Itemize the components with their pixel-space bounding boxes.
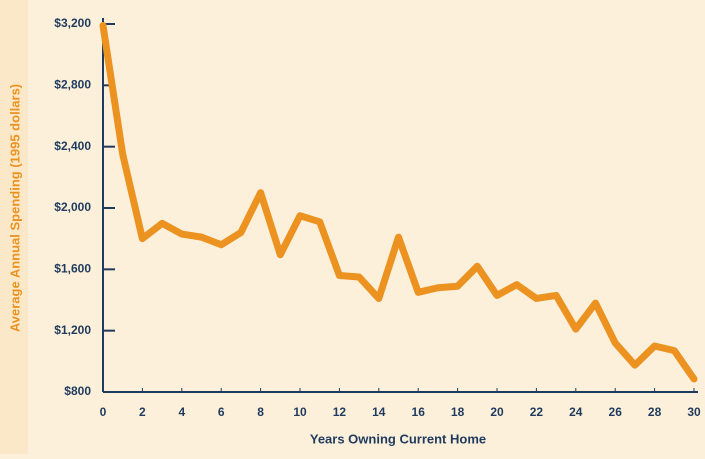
x-tick-label: 6 [218,405,225,419]
x-tick-label: 24 [569,405,583,419]
y-tick-label: $2,400 [54,139,91,153]
y-tick-label: $1,200 [54,323,91,337]
x-tick-label: 2 [139,405,146,419]
x-tick-label: 4 [178,405,185,419]
x-tick-label: 26 [609,405,623,419]
x-tick-label: 10 [293,405,307,419]
x-tick-label: 12 [333,405,347,419]
x-tick-label: 14 [372,405,386,419]
y-tick-label: $2,000 [54,200,91,214]
y-tick-label: $2,800 [54,78,91,92]
data-line [99,22,698,383]
x-tick-label: 18 [451,405,465,419]
y-tick-label: $800 [64,384,91,398]
x-tick-label: 28 [648,405,662,419]
x-tick-label: 16 [412,405,426,419]
side-band [0,0,28,454]
x-tick-label: 22 [530,405,544,419]
x-axis-label: Years Owning Current Home [310,431,486,446]
x-tick-label: 20 [490,405,504,419]
x-tick-label: 0 [100,405,107,419]
x-tick-label: 8 [257,405,264,419]
y-axis-label: Average Annual Spending (1995 dollars) [7,84,22,332]
y-tick-label: $3,200 [54,16,91,30]
y-tick-label: $1,600 [54,262,91,276]
x-tick-label: 30 [687,405,701,419]
